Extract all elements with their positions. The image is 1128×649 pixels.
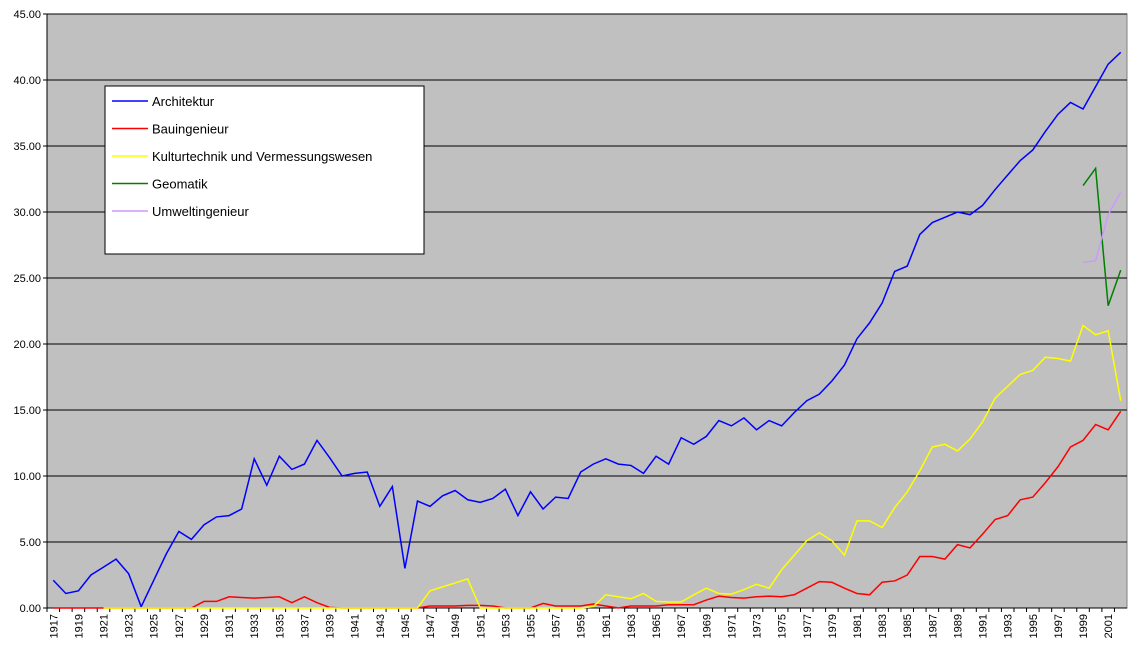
x-tick-label: 1983	[877, 614, 889, 638]
x-tick-label: 1959	[576, 614, 588, 638]
x-tick-label: 1979	[827, 614, 839, 638]
x-tick-label: 1995	[1028, 614, 1040, 638]
series-line	[52, 51, 1122, 609]
y-tick-label: 10.00	[13, 471, 41, 483]
y-tick-label: 0.00	[20, 603, 41, 615]
x-tick-label: 1917	[48, 614, 60, 638]
x-tick-label: 1937	[299, 614, 311, 638]
x-tick-label: 1997	[1053, 614, 1065, 638]
x-tick-label: 1927	[174, 614, 186, 638]
x-tick-label: 1931	[224, 614, 236, 638]
x-tick-label: 1965	[651, 614, 663, 638]
x-tick-label: 1991	[978, 614, 990, 638]
legend-label: Umweltingenieur	[152, 204, 249, 219]
y-tick-label: 20.00	[13, 339, 41, 351]
x-tick-label: 1993	[1003, 614, 1015, 638]
x-tick-label: 1961	[601, 614, 613, 638]
x-tick-label: 1999	[1078, 614, 1090, 638]
y-tick-label: 25.00	[13, 273, 41, 285]
y-tick-label: 40.00	[13, 75, 41, 87]
legend-label: Architektur	[152, 94, 215, 109]
x-tick-label: 1921	[99, 614, 111, 638]
x-tick-label: 1955	[525, 614, 537, 638]
y-tick-label: 35.00	[13, 141, 41, 153]
x-tick-label: 1969	[701, 614, 713, 638]
x-tick-label: 1981	[852, 614, 864, 638]
x-tick-label: 1939	[325, 614, 337, 638]
x-tick-label: 1923	[124, 614, 136, 638]
x-tick-label: 1985	[902, 614, 914, 638]
legend-label: Kulturtechnik und Vermessungswesen	[152, 149, 372, 164]
x-tick-label: 1975	[777, 614, 789, 638]
x-tick-label: 1973	[752, 614, 764, 638]
x-tick-label: 1967	[676, 614, 688, 638]
x-tick-label: 1941	[350, 614, 362, 638]
legend-label: Bauingenieur	[152, 122, 229, 137]
x-tick-label: 1945	[400, 614, 412, 638]
x-tick-label: 1935	[274, 614, 286, 638]
y-tick-label: 45.00	[13, 9, 41, 21]
x-tick-label: 1989	[952, 614, 964, 638]
x-tick-label: 1929	[199, 614, 211, 638]
series-line	[53, 410, 1122, 609]
x-tick-label: 1919	[73, 614, 85, 638]
x-tick-label: 1977	[802, 614, 814, 638]
x-tick-label: 1963	[626, 614, 638, 638]
x-tick-label: 1987	[927, 614, 939, 638]
legend-label: Geomatik	[152, 177, 208, 192]
y-tick-label: 5.00	[20, 537, 41, 549]
x-tick-label: 2001	[1103, 614, 1115, 638]
x-tick-label: 1951	[475, 614, 487, 638]
x-tick-label: 1957	[551, 614, 563, 638]
x-tick-label: 1949	[450, 614, 462, 638]
x-tick-label: 1925	[149, 614, 161, 638]
y-tick-label: 15.00	[13, 405, 41, 417]
series-line	[1082, 191, 1122, 263]
legend-box	[104, 85, 425, 255]
y-tick-label: 30.00	[13, 207, 41, 219]
x-tick-label: 1943	[375, 614, 387, 638]
legend: Architektur Bauingenieur Kulturtechnik und…	[104, 85, 425, 255]
x-tick-label: 1933	[249, 614, 261, 638]
x-tick-label: 1947	[425, 614, 437, 638]
x-tick-label: 1953	[500, 614, 512, 638]
series-line	[103, 324, 1122, 609]
x-tick-label: 1971	[726, 614, 738, 638]
